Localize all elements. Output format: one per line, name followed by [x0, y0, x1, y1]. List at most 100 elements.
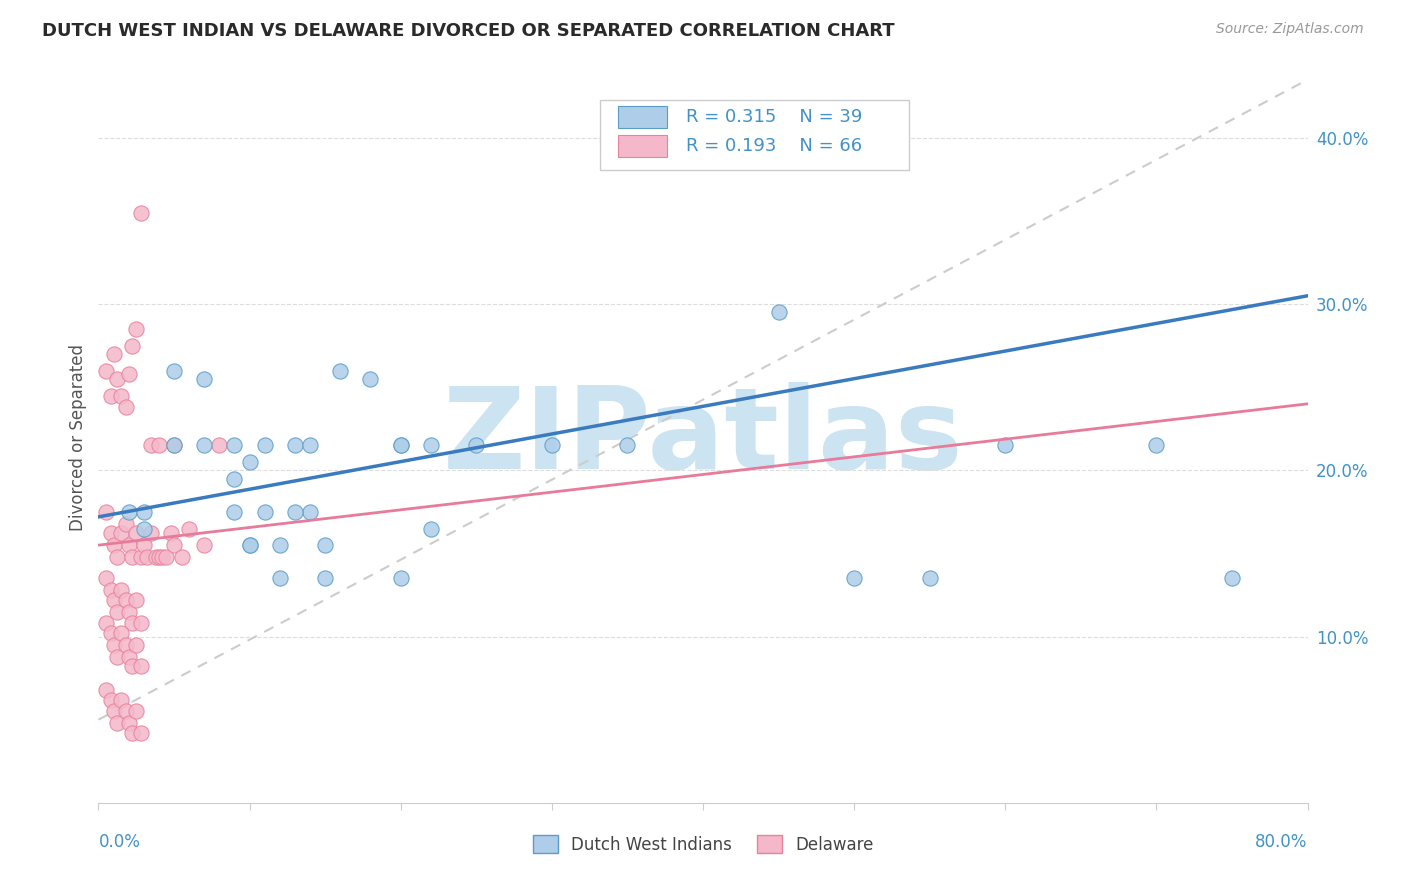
Point [121, 338, 143, 352]
Point [1144, 438, 1167, 452]
Point [100, 526, 122, 541]
Point [129, 549, 152, 564]
Point [844, 571, 866, 585]
Point [132, 505, 155, 519]
Text: DUTCH WEST INDIAN VS DELAWARE DIVORCED OR SEPARATED CORRELATION CHART: DUTCH WEST INDIAN VS DELAWARE DIVORCED O… [42, 22, 894, 40]
Point [121, 549, 143, 564]
Point [148, 549, 170, 564]
Point [389, 438, 412, 452]
Point [105, 549, 128, 564]
Point [94, 363, 117, 377]
Point [224, 438, 246, 452]
Point [420, 521, 443, 535]
FancyBboxPatch shape [600, 100, 908, 170]
Point [125, 638, 148, 652]
Point [141, 526, 163, 541]
Point [389, 438, 412, 452]
Text: R = 0.315    N = 39: R = 0.315 N = 39 [686, 108, 862, 126]
Point [239, 455, 262, 469]
Point [105, 372, 128, 386]
Point [94, 682, 117, 697]
Point [100, 692, 122, 706]
Point [125, 705, 148, 719]
Point [179, 521, 201, 535]
Point [224, 472, 246, 486]
Point [100, 582, 122, 597]
Point [360, 372, 382, 386]
Text: Source: ZipAtlas.com: Source: ZipAtlas.com [1216, 22, 1364, 37]
Point [114, 593, 136, 607]
Y-axis label: Divorced or Separated: Divorced or Separated [69, 343, 87, 531]
Point [420, 438, 443, 452]
Point [994, 438, 1017, 452]
Point [284, 505, 307, 519]
Point [121, 659, 143, 673]
FancyBboxPatch shape [619, 135, 666, 157]
Point [125, 593, 148, 607]
Point [329, 363, 352, 377]
Point [118, 367, 141, 381]
Point [110, 582, 132, 597]
Point [163, 438, 186, 452]
Point [118, 505, 141, 519]
Point [163, 363, 186, 377]
Point [918, 571, 941, 585]
Point [269, 538, 291, 552]
FancyBboxPatch shape [619, 106, 666, 128]
Point [125, 526, 148, 541]
Point [135, 549, 157, 564]
Point [170, 549, 193, 564]
Point [118, 605, 141, 619]
Point [145, 549, 167, 564]
Point [121, 726, 143, 740]
Point [118, 716, 141, 731]
Point [193, 372, 215, 386]
Point [110, 626, 132, 640]
Point [129, 205, 152, 219]
Point [314, 571, 336, 585]
Text: R = 0.193    N = 66: R = 0.193 N = 66 [686, 137, 862, 155]
Text: 0.0%: 0.0% [98, 833, 141, 851]
Point [299, 505, 322, 519]
Point [100, 626, 122, 640]
Point [100, 388, 122, 402]
Point [105, 605, 128, 619]
Point [105, 649, 128, 664]
Point [239, 538, 262, 552]
Point [193, 438, 215, 452]
Point [193, 538, 215, 552]
Point [253, 505, 276, 519]
Point [103, 347, 125, 361]
Point [269, 571, 291, 585]
Point [103, 705, 125, 719]
Point [155, 549, 177, 564]
Point [132, 521, 155, 535]
Point [125, 322, 148, 336]
Point [110, 388, 132, 402]
Legend: Dutch West Indians, Delaware: Dutch West Indians, Delaware [526, 829, 880, 860]
Point [540, 438, 562, 452]
Point [114, 705, 136, 719]
Point [1220, 571, 1243, 585]
Point [389, 571, 412, 585]
Point [163, 438, 186, 452]
Point [129, 659, 152, 673]
Point [129, 726, 152, 740]
Point [103, 538, 125, 552]
Point [118, 538, 141, 552]
Point [163, 538, 186, 552]
Point [110, 526, 132, 541]
Point [768, 305, 790, 319]
Point [208, 438, 231, 452]
Point [150, 549, 173, 564]
Point [103, 638, 125, 652]
Text: ZIPatlas: ZIPatlas [443, 382, 963, 492]
Point [224, 505, 246, 519]
Point [121, 616, 143, 631]
Point [465, 438, 488, 452]
Point [253, 438, 276, 452]
Point [239, 538, 262, 552]
Text: 80.0%: 80.0% [1256, 833, 1308, 851]
Point [94, 571, 117, 585]
Point [314, 538, 336, 552]
